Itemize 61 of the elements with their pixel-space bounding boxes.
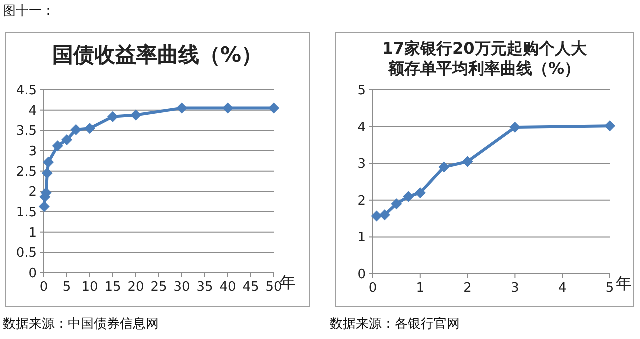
- y-tick-label: 3.5: [16, 124, 37, 140]
- point: [84, 123, 96, 134]
- point: [379, 210, 390, 221]
- x-tick-label: 20: [128, 280, 144, 295]
- x-tick-label: 50: [266, 280, 282, 295]
- point: [176, 102, 188, 114]
- y-tick-label: 3: [28, 144, 37, 160]
- point: [414, 188, 426, 199]
- point: [62, 134, 72, 146]
- y-tick-label: 3: [358, 157, 366, 172]
- text: 图十一：: [3, 3, 55, 20]
- x-tick-label: 5: [62, 280, 72, 295]
- chart-title: 17家银行20万元起购个人大额存单平均利率曲线（%）: [381, 39, 588, 79]
- x-tick-label: 25: [150, 280, 168, 295]
- x-tick-label: 45: [242, 280, 260, 295]
- x-tick-label: 4: [558, 281, 567, 296]
- point: [268, 102, 280, 114]
- x-tick-label: 40: [220, 280, 236, 295]
- x-axis-title: 年: [616, 274, 632, 293]
- point: [108, 111, 118, 122]
- x-tick-label: 3: [511, 281, 520, 296]
- chart-title: 国债收益率曲线（%）: [51, 43, 264, 68]
- source-note: 数据来源：各银行官网: [330, 316, 460, 333]
- x-tick-label: 0: [368, 281, 378, 296]
- x-tick-label: 2: [464, 281, 472, 296]
- y-tick-label: 0: [28, 266, 37, 282]
- point: [403, 191, 414, 202]
- point: [70, 124, 82, 136]
- point: [222, 102, 234, 114]
- source-note: 数据来源：中国债券信息网: [3, 316, 159, 333]
- y-tick-label: 2: [28, 185, 37, 200]
- y-tick-label: 1: [358, 230, 366, 246]
- point: [42, 168, 53, 179]
- x-tick-label: 35: [196, 280, 214, 295]
- point: [391, 198, 402, 210]
- y-tick-label: 1.5: [16, 206, 37, 220]
- point: [52, 140, 64, 152]
- y-tick-label: 4.5: [16, 84, 37, 98]
- x-tick-label: 10: [82, 280, 98, 295]
- y-tick-label: 5: [358, 84, 366, 98]
- point: [438, 162, 450, 173]
- point: [43, 156, 54, 168]
- point: [462, 156, 474, 168]
- y-tick-label: 4: [358, 120, 366, 136]
- y-tick-label: 2: [358, 194, 366, 209]
- x-axis-title: 年: [280, 273, 296, 292]
- y-tick-label: 4: [28, 104, 37, 119]
- y-tick-label: 2.5: [16, 164, 37, 180]
- point: [38, 201, 50, 212]
- x-tick-label: 5: [606, 281, 614, 296]
- point: [510, 122, 521, 134]
- x-tick-label: 30: [174, 280, 190, 295]
- x-tick-label: 15: [104, 280, 122, 295]
- x-tick-label: 1: [416, 281, 425, 296]
- x-tick-label: 0: [40, 280, 48, 295]
- y-tick-label: 1: [28, 226, 37, 241]
- y-tick-label: 0.5: [16, 246, 37, 262]
- y-tick-label: 0: [358, 268, 366, 282]
- point: [371, 210, 382, 222]
- point: [604, 120, 616, 132]
- point: [130, 110, 142, 121]
